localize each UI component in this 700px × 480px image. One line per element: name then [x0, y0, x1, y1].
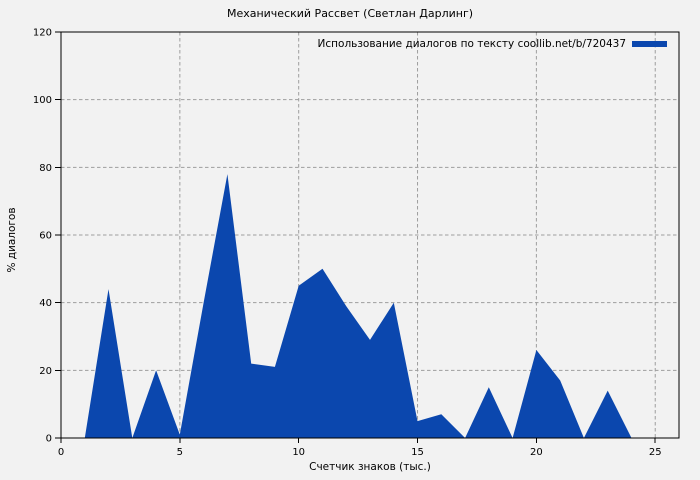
y-tick-label: 100 — [33, 95, 52, 106]
legend: Использование диалогов по тексту coollib… — [318, 38, 667, 50]
x-axis-label: Счетчик знаков (тыс.) — [309, 461, 431, 473]
x-tick-label: 5 — [177, 447, 183, 458]
legend-swatch — [632, 41, 667, 47]
y-tick-label: 0 — [46, 434, 52, 445]
x-tick-label: 25 — [649, 447, 662, 458]
series-area — [84, 174, 632, 438]
y-tick-label: 120 — [33, 28, 52, 39]
x-tick-label: 10 — [292, 447, 305, 458]
x-tick-label: 20 — [530, 447, 543, 458]
y-tick-label: 20 — [39, 366, 52, 377]
x-tick-label: 0 — [58, 447, 64, 458]
legend-label: Использование диалогов по тексту coollib… — [317, 38, 626, 50]
y-axis-label: % диалогов — [6, 207, 18, 273]
x-tick-label: 15 — [411, 447, 424, 458]
y-tick-label: 40 — [39, 298, 52, 309]
y-tick-label: 80 — [39, 163, 52, 174]
y-tick-label: 60 — [39, 231, 52, 242]
chart-title: Механический Рассвет (Светлан Дарлинг) — [226, 7, 474, 20]
